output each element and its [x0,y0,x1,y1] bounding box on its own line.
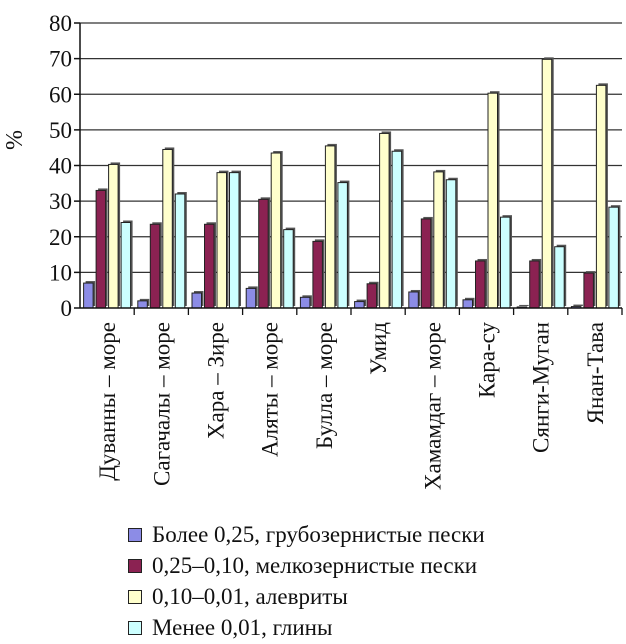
legend-swatch [128,558,142,573]
x-tick-label: Булла – море [312,322,337,449]
x-tick-label: Хара – Зире [204,322,229,439]
bar [445,179,457,309]
bar [162,148,173,309]
bar [391,150,403,309]
legend-label: Менее 0,01, глины [152,614,333,640]
y-tick-label: 70 [49,47,72,72]
bar [354,301,365,309]
y-tick-label: 20 [49,225,72,250]
x-tick-label: Сагачалы – море [149,322,174,486]
legend-swatch [128,527,142,542]
legend-item: 0,25–0,10, мелкозернистые пески [128,550,485,581]
y-axis-label: % [2,130,28,150]
legend: Более 0,25, грубозернистые пески 0,25–0,1… [128,519,485,643]
x-tick-labels: Дуванны – море Сагачалы – море Хара – Зире… [95,322,608,491]
bar [270,152,282,309]
x-tick-label: Умид [366,322,391,375]
bar [554,246,565,309]
legend-swatch [128,620,142,635]
y-tick-label: 30 [49,189,72,214]
bar [337,182,348,309]
x-tick-label: Хамамдаг – море [420,322,445,490]
bar [608,206,619,309]
legend-label: 0,10–0,01, алевриты [152,583,348,609]
legend-swatch [128,589,142,604]
legend-label: Более 0,25, грубозернистые пески [152,521,485,547]
y-tick-labels: 0 10 20 30 40 50 60 70 80 [49,11,72,321]
bar [229,172,240,309]
legend-item: 0,10–0,01, алевриты [128,581,485,612]
legend-label: 0,25–0,10, мелкозернистые пески [152,552,478,578]
bars [83,57,621,309]
bar [312,240,323,309]
bar [83,282,94,309]
bar [500,216,511,309]
y-tick-label: 10 [49,260,72,285]
bar [245,287,257,309]
y-tick-label: 80 [49,11,72,36]
bar [595,84,607,309]
bar-shadow [519,304,529,306]
bar [191,292,202,309]
y-tick-label: 50 [49,118,72,143]
y-tick-label: 0 [61,296,73,321]
bar [583,272,594,309]
x-tick-label: Кара-су [475,322,500,399]
bar [420,218,432,309]
bar [366,283,378,309]
bar [216,172,227,309]
bar [408,291,419,309]
bar-shadow [573,304,583,306]
bar [283,229,294,309]
y-tick-label: 40 [49,154,72,179]
x-tick-label: Дуванны – море [95,322,120,481]
bar [324,145,336,309]
bar [529,260,540,309]
y-tick-label: 60 [49,82,72,107]
bar [95,189,107,309]
bar [174,193,186,309]
bar [108,163,119,309]
axes [74,22,623,315]
legend-item: Более 0,25, грубозернистые пески [128,519,485,550]
bar [120,222,132,309]
bar [137,300,148,309]
bar [433,171,444,309]
legend-item: Менее 0,01, глины [128,612,485,643]
bar [149,223,161,309]
bar [475,260,486,309]
bar [462,299,473,309]
bar [541,58,553,309]
x-tick-label: Аляты – море [258,322,283,457]
bar [379,132,390,309]
bar [204,223,215,309]
bar [299,296,311,309]
x-tick-label: Янан-Тава [583,322,608,424]
x-tick-label: Сянги-Муган [529,322,554,453]
bar [258,198,269,309]
bar [487,92,498,309]
